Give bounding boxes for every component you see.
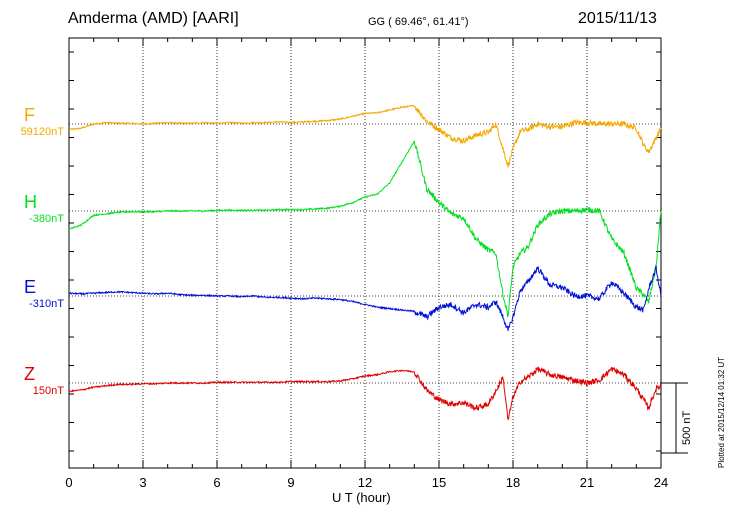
x-tick-label: 9 (287, 475, 294, 490)
channel-name: F (24, 105, 35, 125)
channel-name: E (24, 277, 37, 297)
x-tick-labels: 0 3 6 9 12 15 18 21 24 (65, 475, 668, 490)
scale-bar (661, 382, 688, 454)
series-line-z (68, 366, 662, 421)
grid-lines (69, 38, 661, 468)
series-line-h (68, 140, 662, 318)
plot-frame (68, 37, 662, 469)
x-tick-label: 3 (139, 475, 146, 490)
x-tick-label: 18 (506, 475, 520, 490)
channel-baseline: 150nT (32, 385, 64, 397)
channel-label-f: F 59120nT (0, 105, 64, 138)
channel-baseline: 59120nT (20, 126, 64, 138)
x-tick-label: 12 (358, 475, 372, 490)
channel-label-z: Z 150nT (0, 364, 64, 397)
axis-ticks (68, 38, 662, 468)
plotted-timestamp: Plotted at 2015/12/14 01:32 UT (717, 356, 726, 468)
station-title: Amderma (AMD) [AARI] (68, 10, 239, 27)
series-line-f (68, 104, 662, 168)
plot-date: 2015/11/13 (578, 10, 657, 27)
x-tick-label: 24 (654, 475, 668, 490)
channel-baseline: -380nT (29, 213, 64, 225)
channel-label-e: E -310nT (0, 277, 64, 310)
geographic-coordinates: GG ( 69.46°, 61.41°) (368, 16, 469, 28)
x-tick-label: 6 (213, 475, 220, 490)
x-tick-label: 0 (65, 475, 72, 490)
plot-border (68, 37, 662, 469)
channel-name: H (24, 192, 37, 212)
series-line-e (68, 265, 662, 331)
series-group (68, 104, 662, 421)
x-tick-label: 21 (580, 475, 594, 490)
channel-name: Z (24, 364, 35, 384)
channel-label-h: H -380nT (0, 192, 64, 225)
x-axis-title: U T (hour) (332, 490, 391, 505)
x-tick-label: 15 (432, 475, 446, 490)
scale-bar-label: 500 nT (681, 410, 693, 445)
channel-baseline: -310nT (29, 298, 64, 310)
